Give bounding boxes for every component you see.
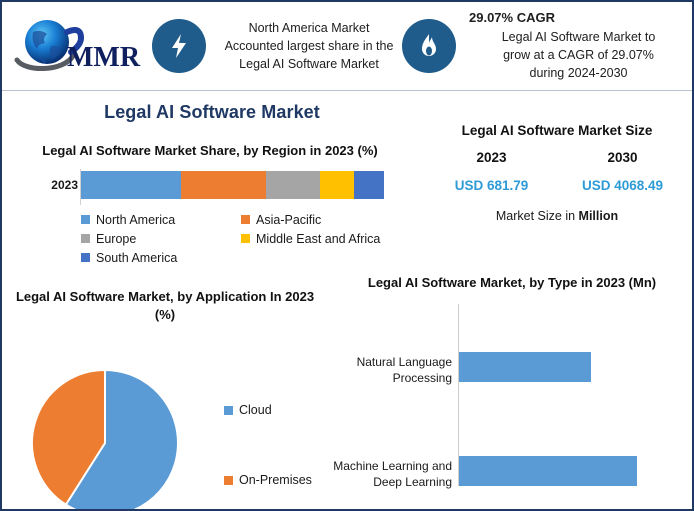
header-bar: MMR North America Market Accounted large…	[2, 2, 692, 90]
header-fact-cagr-text: 29.07% CAGR Legal AI Software Market to …	[465, 9, 692, 82]
legend-swatch-icon	[241, 215, 250, 225]
fact-line: grow at a CAGR of 29.07%	[503, 48, 654, 63]
legend-item-middle-east-africa: Middle East and Africa	[241, 230, 401, 248]
header-fact-region: North America Market Accounted largest s…	[152, 19, 402, 73]
fact-line: North America Market	[248, 20, 370, 35]
lightning-bolt-icon	[152, 19, 206, 73]
market-size-value-base: USD 681.79	[454, 178, 529, 194]
legend-item-asia-pacific: Asia-Pacific	[241, 211, 401, 229]
legend-swatch-icon	[81, 215, 90, 225]
brand-logo: MMR	[2, 16, 152, 76]
type-axis	[458, 303, 459, 486]
legend-label: On-Premises	[239, 473, 312, 488]
region-stacked-bar	[81, 170, 384, 199]
pie-slice	[31, 369, 106, 507]
application-chart-title: Legal AI Software Market, by Application…	[15, 289, 315, 322]
header-divider	[2, 90, 692, 91]
region-axis	[80, 168, 81, 205]
application-chart-plot: Cloud On-Premises	[6, 323, 324, 509]
legend-swatch-icon	[241, 234, 250, 244]
market-size-unit: Market Size in Million	[426, 209, 688, 223]
market-size-value-forecast: USD 4068.49	[581, 178, 664, 194]
legend-swatch-icon	[224, 475, 233, 485]
market-size-years: 2023 2030	[426, 150, 688, 165]
type-chart-plot: Natural Language Processing Machine Lear…	[332, 303, 692, 489]
legend-item-cloud: Cloud	[224, 401, 324, 419]
legend-item-on-premises: On-Premises	[224, 471, 324, 489]
type-label-nlp: Natural Language Processing	[356, 354, 452, 385]
legend-item-europe: Europe	[81, 230, 241, 248]
type-bar-ml	[459, 455, 638, 486]
legend-label: North America	[96, 212, 176, 227]
pie-chart-svg	[31, 369, 179, 509]
legend-swatch-icon	[81, 253, 90, 263]
market-size-year-forecast: 2030	[607, 150, 638, 166]
legend-item-south-america: South America	[81, 249, 241, 267]
application-share-chart: Legal AI Software Market, by Application…	[6, 288, 324, 509]
type-chart-title: Legal AI Software Market, by Type in 202…	[367, 275, 657, 290]
region-segment-north-america	[81, 170, 181, 199]
market-size-panel: Legal AI Software Market Size 2023 2030 …	[426, 122, 688, 223]
type-label-ml: Machine Learning and Deep Learning	[333, 458, 452, 489]
market-size-year-base: 2023	[476, 150, 507, 166]
cagr-headline: 29.07% CAGR	[469, 10, 555, 26]
legend-swatch-icon	[81, 234, 90, 244]
market-size-title: Legal AI Software Market Size	[461, 123, 653, 138]
legend-label: Cloud	[239, 403, 272, 418]
legend-swatch-icon	[224, 405, 233, 415]
type-bar-nlp	[459, 351, 592, 382]
legend-label: Asia-Pacific	[256, 212, 322, 227]
region-share-chart: Legal AI Software Market Share, by Regio…	[10, 142, 410, 268]
region-segment-asia-pacific	[180, 170, 266, 199]
market-size-unit-prefix: Market Size in	[495, 209, 579, 224]
market-size-unit-value: Million	[578, 209, 619, 224]
svg-text:MMR: MMR	[67, 42, 141, 73]
globe-logo-icon: MMR	[14, 20, 141, 73]
region-segment-europe	[265, 170, 321, 199]
region-category-label: 2023	[51, 177, 78, 192]
header-fact-region-text: North America Market Accounted largest s…	[216, 19, 402, 73]
region-legend: North America Asia-Pacific Europe Middle…	[81, 211, 401, 268]
market-size-values: USD 681.79 USD 4068.49	[426, 178, 688, 193]
legend-label: Europe	[96, 231, 137, 246]
flame-icon	[402, 19, 456, 73]
region-segment-south-america	[353, 170, 384, 199]
fact-line: Accounted largest share in the	[224, 38, 394, 53]
application-legend: Cloud On-Premises	[224, 323, 324, 508]
legend-label: South America	[96, 250, 178, 265]
fact-line: during 2024-2030	[529, 66, 628, 81]
header-fact-cagr: 29.07% CAGR Legal AI Software Market to …	[402, 9, 692, 82]
region-chart-title: Legal AI Software Market Share, by Regio…	[42, 143, 378, 158]
fact-line: Legal AI Software Market	[239, 57, 379, 72]
region-segment-middle-east-africa	[320, 170, 354, 199]
legend-item-north-america: North America	[81, 211, 241, 229]
pie-slice	[64, 369, 179, 509]
legend-label: Middle East and Africa	[256, 231, 381, 246]
region-chart-plot: 2023	[10, 168, 410, 205]
page-title: Legal AI Software Market	[104, 102, 320, 122]
fact-line: Legal AI Software Market to	[501, 30, 656, 45]
type-revenue-chart: Legal AI Software Market, by Type in 202…	[332, 274, 692, 489]
globe-logo: MMR	[11, 16, 143, 76]
